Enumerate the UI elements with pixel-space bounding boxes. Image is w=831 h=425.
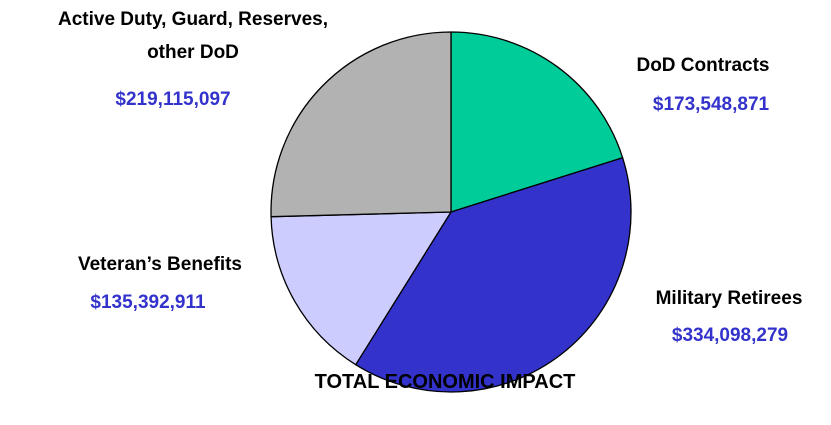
slice-value-dod-contracts: $173,548,871 xyxy=(652,94,770,115)
pie-slice-dod-contracts xyxy=(450,31,624,213)
slice-label-active-duty-line2: other DoD xyxy=(147,42,239,63)
slice-value-military-retirees: $334,098,279 xyxy=(671,325,789,346)
slice-label-veterans-benefits: Veteran’s Benefits xyxy=(77,254,243,275)
pie-slice-veterans-benefits xyxy=(270,211,452,366)
pie-slice-active-duty xyxy=(270,31,452,218)
slice-value-active-duty: $219,115,097 xyxy=(115,89,231,110)
pie-slice-military-retirees xyxy=(355,157,632,393)
slice-label-dod-contracts: DoD Contracts xyxy=(636,55,770,76)
slice-label-active-duty-line1: Active Duty, Guard, Reserves, xyxy=(58,9,328,30)
chart-title: TOTAL ECONOMIC IMPACT xyxy=(314,371,576,393)
slice-value-veterans-benefits: $135,392,911 xyxy=(90,292,206,313)
slice-label-military-retirees: Military Retirees xyxy=(655,288,803,309)
